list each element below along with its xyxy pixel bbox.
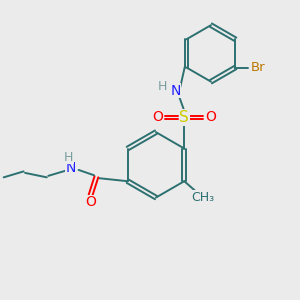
- Text: H: H: [158, 80, 167, 93]
- Text: N: N: [170, 84, 181, 98]
- Text: S: S: [179, 110, 189, 125]
- Text: N: N: [66, 161, 76, 176]
- Text: H: H: [64, 151, 74, 164]
- Text: CH₃: CH₃: [191, 191, 214, 204]
- Text: Br: Br: [251, 61, 266, 74]
- Text: O: O: [206, 110, 216, 124]
- Text: O: O: [85, 195, 96, 209]
- Text: O: O: [152, 110, 163, 124]
